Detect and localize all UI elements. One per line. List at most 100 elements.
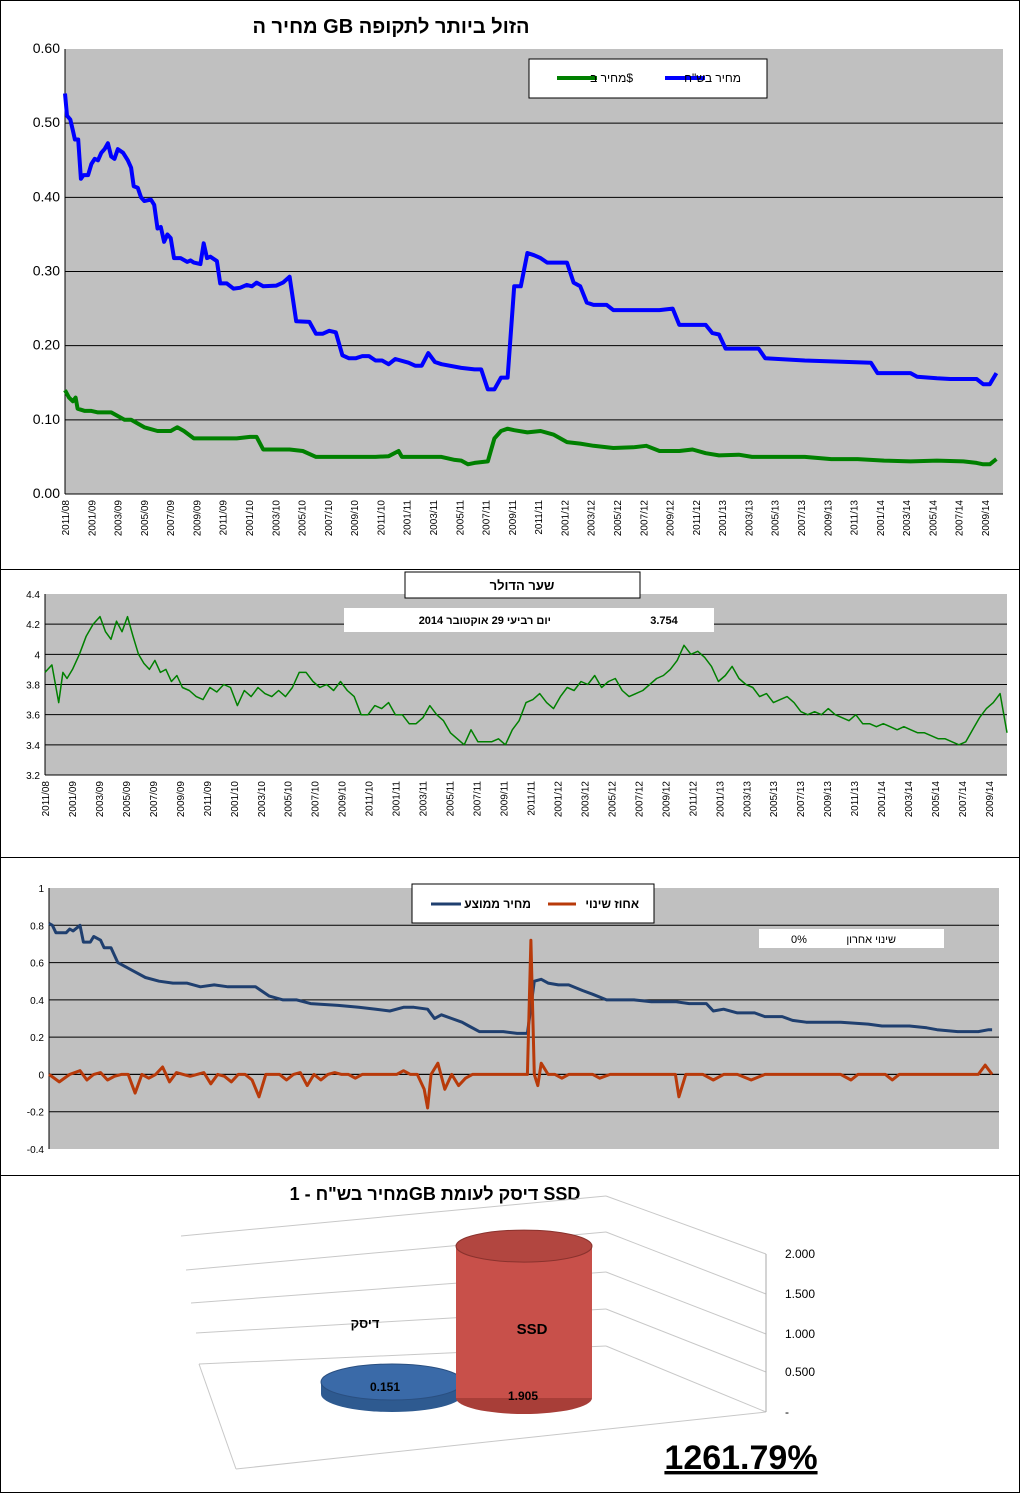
x-tick-label: 2003/10 [257,781,268,818]
y-tick-label: 0.60 [33,40,60,56]
x-tick-label: 2007/09 [166,500,177,537]
title-box [404,571,641,599]
value-label-ssd: 1.905 [508,1389,538,1403]
x-tick-label: 2007/14 [958,781,969,818]
x-tick-label: 2005/14 [931,781,942,818]
y-tick-label: 1.000 [785,1327,815,1341]
x-tick-label: 2007/12 [639,500,650,537]
x-tick-label: 2003/12 [580,781,591,818]
series-line-navy [48,922,993,1035]
legend-label-usd: מחיר ב$ [590,71,633,85]
y-tick-label: 0.2 [30,1033,44,1044]
x-tick-label: 2001/11 [392,781,403,817]
x-tick-label: 2009/13 [823,781,834,818]
x-tick-label: 2011/10 [365,781,376,817]
x-tick-label: 2005/13 [769,781,780,818]
disk-vs-ssd-panel: מחיר בש"ח - 1GB דיסק לעומת SSD - 0.500 1.0… [0,1175,1020,1493]
x-tick-label: 2005/10 [298,500,309,537]
x-tick-label: 2009/12 [661,781,672,818]
x-tick-label: 2009/14 [985,781,996,818]
annotation-value: 3.754 [650,615,678,627]
bar-ssd [456,1246,592,1398]
x-tick-label: 2009/09 [192,500,203,537]
y-tick-label: 0.40 [33,188,60,204]
annotation-box [344,608,714,632]
chart-title: מחיר ה GB הזול ביותר לתקופה [252,16,529,38]
x-tick-label: 2003/11 [419,781,430,817]
average-price-chart: -0.4 -0.2 0 0.2 0.4 0.6 0.8 1 מחיר ממוצע אחוז ש… [27,883,999,1156]
x-tick-label: 2005/11 [446,781,457,817]
series-line-green [44,615,1008,746]
series-line-blue [63,93,999,392]
x-tick-label: 2011/11 [526,781,537,816]
y-tick-label: 2.000 [785,1247,815,1261]
x-tick-label: 2007/09 [149,781,160,818]
x-tick-label: 2011/12 [688,781,699,817]
y-tick-label: 1.500 [785,1287,815,1301]
chart-title: מחיר בש"ח - 1GB דיסק לעומת SSD [290,1184,581,1204]
x-tick-label: 2003/09 [95,781,106,818]
x-tick-label: 2009/11 [508,500,519,536]
annotation-date: יום רביעי 29 אוקטובר 2014 [419,615,551,627]
x-tick-label: 2001/13 [715,781,726,818]
y-tick-label: 0.30 [33,263,60,279]
x-tick-label: 2007/10 [311,781,322,818]
x-tick-label: 2007/11 [482,500,493,536]
y-tick-label: 0.50 [33,114,60,130]
x-tick-label: 2007/10 [324,500,335,537]
x-tick-label: 2011/12 [692,500,703,536]
x-tick-label: 2011/11 [534,500,545,535]
average-price-panel: -0.4 -0.2 0 0.2 0.4 0.6 0.8 1 מחיר ממוצע אחוז ש… [0,857,1020,1177]
cheapest-gb-price-panel: 0.00 0.10 0.20 0.30 0.40 0.50 0.60 2011/08 2001… [0,0,1020,571]
dollar-rate-panel: 3.2 3.4 3.6 3.8 4 4.2 4.4 2011/08 2001/09 2003/0… [0,569,1020,859]
y-tick-label: -0.4 [27,1145,45,1156]
x-tick-label: 2011/09 [203,781,214,817]
y-tick-label: 3.6 [26,711,40,722]
y-tick-label: -0.2 [27,1108,45,1119]
x-tick-label: 2003/09 [114,500,125,537]
x-tick-label: 2001/12 [553,781,564,818]
ratio-big-number: 1261.79% [664,1439,817,1477]
x-tick-label: 2003/11 [429,500,440,536]
x-tick-label: 2011/09 [219,500,230,536]
x-tick-label: 2009/11 [500,781,511,817]
x-tick-label: 2005/13 [771,500,782,537]
y-tick-label: 3.8 [26,681,40,692]
x-tick-label: 2009/14 [981,500,992,537]
x-tick-label: 2007/14 [955,500,966,537]
y-tick-label: 0.4 [30,996,44,1007]
x-tick-label: 2005/12 [607,781,618,818]
annotation-label: שינוי אחרון [846,934,896,946]
x-tick-label: 2001/13 [718,500,729,537]
category-label-disk: דיסק [351,1316,380,1331]
x-tick-label: 2001/10 [230,781,241,818]
y-tick-label: 1 [38,884,44,895]
x-tick-label: 2011/10 [376,500,387,536]
annotation-box [759,929,944,948]
x-tick-label: 2003/13 [744,500,755,537]
y-tick-label: 0.20 [33,337,60,353]
x-tick-label: 2011/13 [850,781,861,817]
disk-vs-ssd-chart: מחיר בש"ח - 1GB דיסק לעומת SSD - 0.500 1.0… [180,1184,818,1477]
y-tick-label: 0.10 [33,411,60,427]
x-tick-label: 2005/09 [122,781,133,818]
x-tick-label: 2011/08 [61,500,72,536]
x-tick-label: 2005/12 [613,500,624,537]
x-tick-label: 2009/10 [338,781,349,818]
y-tick-label: 0 [38,1070,44,1081]
y-tick-label: 3.4 [26,741,40,752]
plot-area [49,888,999,1149]
x-tick-label: 2007/13 [797,500,808,537]
x-tick-label: 2005/10 [284,781,295,818]
x-tick-label: 2009/13 [823,500,834,537]
series-line-rust [48,938,994,1110]
category-label-ssd: SSD [517,1321,548,1338]
x-tick-label: 2007/11 [473,781,484,817]
x-tick-label: 2003/14 [904,781,915,818]
x-tick-label: 2003/14 [902,500,913,537]
annotation-value: 0% [791,934,807,946]
y-tick-label: 0.500 [785,1365,815,1379]
x-tick-label: 2001/09 [87,500,98,537]
x-tick-label: 2007/12 [634,781,645,818]
series-line-green [63,389,998,467]
